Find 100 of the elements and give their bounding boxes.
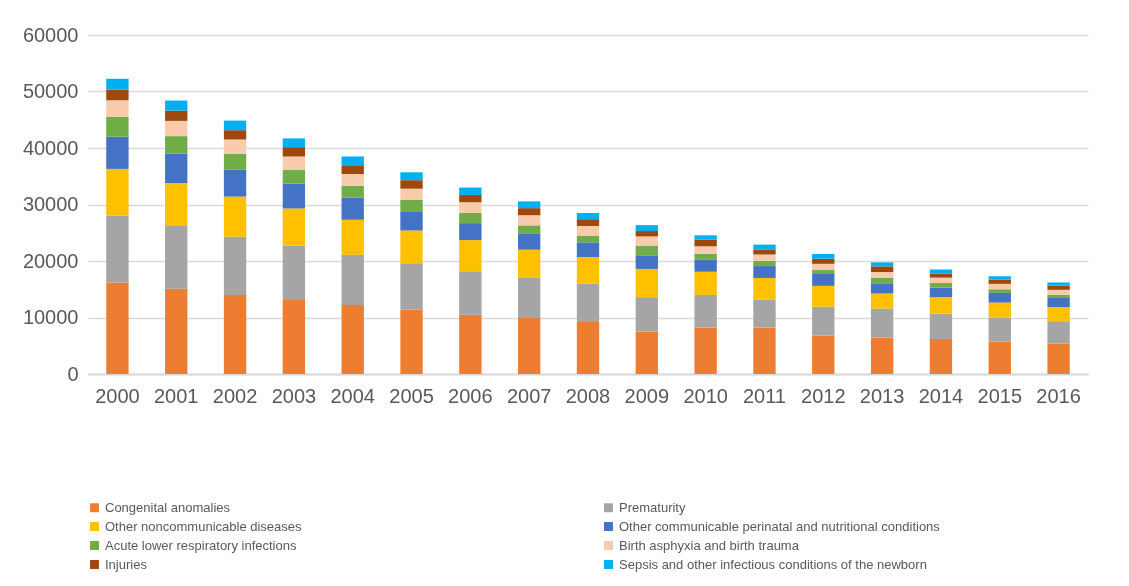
x-tick-label: 2009 [624, 384, 670, 407]
bar [341, 219, 364, 255]
bar [518, 233, 541, 250]
bar [165, 110, 188, 121]
bar [106, 116, 129, 137]
bar [459, 314, 482, 374]
x-tick-label: 2002 [212, 384, 258, 407]
bar [165, 288, 188, 374]
legend-label: Sepsis and other infectious conditions of the newborn [619, 556, 927, 572]
bar [870, 272, 894, 278]
bar [929, 297, 953, 314]
bar [870, 277, 894, 284]
bar [753, 266, 776, 278]
bar [459, 212, 482, 224]
bar [518, 215, 541, 226]
bar [282, 156, 306, 171]
bar [635, 331, 658, 374]
legend-label: Other noncommunicable diseases [105, 518, 303, 534]
y-tick-label: 20000 [22, 249, 79, 272]
x-tick-label: 2012 [801, 384, 846, 407]
bar [753, 299, 776, 328]
bar [282, 170, 306, 184]
bar [988, 292, 1011, 303]
bar [812, 274, 835, 286]
bar [341, 185, 364, 198]
bar [400, 309, 423, 374]
bar [341, 173, 364, 186]
bar [812, 335, 835, 374]
bar [988, 302, 1011, 318]
bar [341, 254, 364, 306]
bar [988, 289, 1011, 293]
legend-label: Prematurity [619, 499, 686, 515]
bar [576, 212, 600, 220]
bar [812, 263, 835, 271]
x-tick-label: 2011 [742, 384, 786, 407]
bar [812, 253, 835, 259]
bar [459, 271, 482, 315]
bar [753, 260, 776, 267]
bar [635, 231, 658, 237]
bar [635, 297, 658, 332]
bar [635, 255, 658, 269]
bar [459, 223, 482, 241]
x-tick-label: 2016 [1036, 384, 1081, 407]
bar [400, 188, 423, 200]
bar [518, 225, 541, 234]
bar [1047, 282, 1070, 286]
bar [459, 187, 482, 195]
bar [165, 225, 188, 289]
bar [459, 194, 482, 203]
bar [929, 273, 953, 278]
bar [282, 138, 306, 148]
legend-label: Congenital anomalies [105, 499, 231, 515]
bar [223, 120, 247, 131]
bar [223, 169, 247, 197]
bar [459, 240, 482, 272]
bar [988, 276, 1011, 280]
bar [929, 287, 953, 298]
x-tick-label: 2008 [565, 384, 611, 407]
bar [1047, 343, 1070, 374]
bar [988, 317, 1011, 342]
bar [165, 100, 188, 111]
bar [694, 235, 717, 240]
bar [1047, 285, 1070, 290]
bar [753, 254, 776, 261]
x-tick-label: 2013 [859, 384, 905, 407]
bar [753, 249, 776, 255]
bar [223, 153, 247, 170]
bar [400, 263, 423, 310]
y-tick-label: 30000 [22, 193, 79, 215]
bar [576, 322, 600, 374]
legend-label: Acute lower respiratory infections [105, 537, 297, 553]
bar [576, 219, 600, 226]
y-tick-label: 40000 [22, 136, 79, 159]
x-tick-label: 2015 [977, 384, 1023, 407]
y-tick-label: 60000 [22, 23, 79, 46]
bar [635, 246, 658, 256]
bar [753, 327, 776, 374]
bar [341, 197, 364, 220]
bar [165, 136, 188, 154]
bar [165, 153, 188, 184]
bar [223, 196, 247, 237]
bar [400, 180, 423, 189]
bar [400, 211, 423, 231]
x-tick-label: 2000 [95, 384, 140, 407]
bar [694, 327, 717, 374]
bar [106, 100, 129, 117]
bar [223, 139, 247, 154]
bar [576, 257, 600, 284]
y-tick-label: 50000 [22, 80, 79, 102]
bar [635, 236, 658, 247]
bar [282, 208, 306, 246]
bar [1047, 307, 1070, 322]
bar [576, 283, 600, 323]
bar [870, 293, 894, 309]
legend-label: Other communicable perinatal and nutritional conditions [619, 518, 941, 534]
bar [106, 78, 129, 90]
bar [341, 165, 364, 174]
bar [870, 337, 894, 374]
x-tick-label: 2014 [918, 384, 964, 407]
bar [400, 172, 423, 181]
